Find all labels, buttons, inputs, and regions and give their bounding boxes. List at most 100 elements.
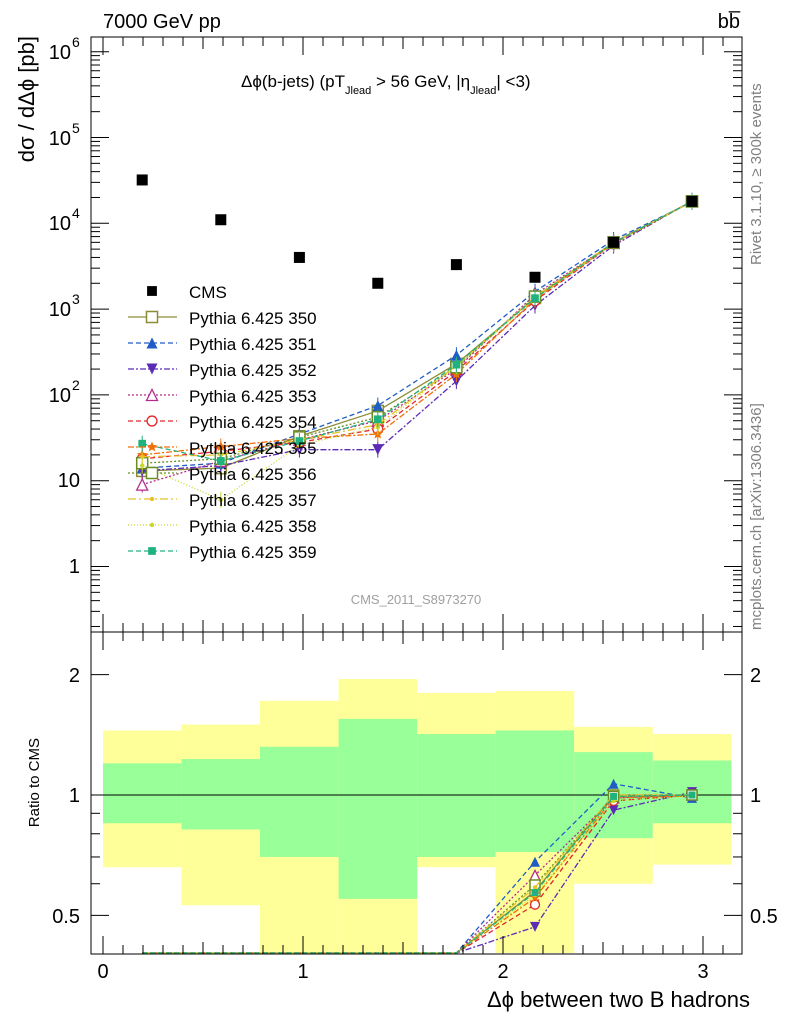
ratio-point bbox=[688, 791, 696, 799]
x-axis-label: Δϕ between two B hadrons bbox=[487, 987, 750, 1012]
legend-label: Pythia 6.425 352 bbox=[189, 361, 317, 380]
ratio-uncertainty-bands bbox=[103, 678, 732, 953]
ratio-point bbox=[530, 921, 540, 932]
cms-point bbox=[372, 277, 384, 289]
series-line bbox=[142, 200, 693, 464]
band-inner-bin bbox=[495, 730, 575, 853]
legend-label: Pythia 6.425 353 bbox=[189, 387, 317, 406]
x-axis-ticks bbox=[102, 37, 724, 954]
series-point bbox=[450, 349, 462, 361]
title-subscript-2: Jlead bbox=[470, 85, 496, 97]
legend-label: Pythia 6.425 359 bbox=[189, 543, 317, 562]
cms-point bbox=[136, 174, 148, 186]
series-line bbox=[142, 200, 693, 462]
ratio-point bbox=[530, 856, 540, 867]
cms-point bbox=[215, 214, 227, 226]
ratio-ytick-left-2: 2 bbox=[69, 665, 80, 687]
series-line bbox=[142, 200, 693, 458]
title-part-3: | <3) bbox=[496, 72, 530, 91]
main-y-axis-label: dσ / dΔϕ [pb] bbox=[14, 36, 39, 162]
series-point bbox=[452, 360, 461, 369]
mcplots-label: mcplots.cern.ch [arXiv:1306.3436] bbox=[748, 403, 765, 630]
legend-marker bbox=[146, 415, 158, 427]
legend-label: Pythia 6.425 357 bbox=[189, 491, 317, 510]
legend-label: Pythia 6.425 356 bbox=[189, 465, 317, 484]
legend-marker bbox=[146, 337, 158, 349]
plot-title: Δϕ(b-jets) (pTJlead > 56 GeV, |ηJlead| <… bbox=[241, 72, 531, 97]
ytick-exp-1e4: 4 bbox=[72, 205, 80, 221]
legend-marker bbox=[149, 522, 155, 528]
rivet-version-label: Rivet 3.1.10, ≥ 300k events bbox=[748, 83, 765, 265]
legend-marker bbox=[145, 466, 159, 480]
analysis-watermark: CMS_2011_S8973270 bbox=[351, 592, 482, 607]
series-point bbox=[372, 400, 384, 412]
series-point bbox=[140, 463, 145, 468]
ytick-label-1e3: 10 bbox=[49, 299, 71, 321]
header-process-label: bb̅ bbox=[718, 10, 741, 33]
legend-label-cms: CMS bbox=[189, 283, 227, 302]
xtick-label-3: 3 bbox=[697, 961, 708, 983]
ratio-point bbox=[608, 805, 619, 816]
series-point bbox=[373, 415, 382, 424]
band-inner-bin bbox=[181, 759, 260, 830]
legend-label: Pythia 6.425 358 bbox=[189, 517, 317, 536]
title-part-1: Δϕ(b-jets) (pT bbox=[241, 72, 345, 91]
series-point bbox=[135, 477, 149, 491]
legend-marker-cms bbox=[147, 286, 157, 296]
cms-data-points bbox=[136, 174, 698, 289]
main-y-axis-ticks bbox=[91, 51, 742, 627]
legend-marker bbox=[146, 363, 158, 375]
title-subscript-1: Jlead bbox=[345, 85, 371, 97]
legend-marker bbox=[146, 441, 158, 452]
legend-marker bbox=[148, 547, 156, 555]
main-series-layer bbox=[135, 192, 699, 508]
ytick-exp-1e2: 2 bbox=[72, 377, 80, 393]
ytick-exp-1e3: 3 bbox=[72, 291, 80, 307]
series-point bbox=[372, 444, 384, 456]
ytick-label-1: 1 bbox=[69, 556, 80, 578]
series-point bbox=[531, 294, 539, 303]
ratio-ytick-left-0.5: 0.5 bbox=[52, 906, 80, 928]
legend-label: Pythia 6.425 350 bbox=[189, 309, 317, 328]
ratio-plot-frame bbox=[90, 631, 743, 955]
cms-point bbox=[608, 236, 620, 248]
ratio-line bbox=[142, 795, 693, 954]
band-inner-bin bbox=[260, 746, 339, 857]
ratio-point bbox=[531, 889, 539, 897]
xtick-label-0: 0 bbox=[97, 961, 108, 983]
cms-point bbox=[686, 195, 698, 207]
ratio-ytick-right-0.5: 0.5 bbox=[750, 906, 778, 928]
ytick-label-1e6: 10 bbox=[49, 42, 71, 64]
series-point bbox=[138, 439, 147, 448]
title-part-2: > 56 GeV, |η bbox=[371, 72, 470, 91]
ratio-point bbox=[529, 899, 541, 910]
legend-marker bbox=[149, 496, 155, 502]
series-point bbox=[215, 441, 226, 451]
legend: CMS Pythia 6.425 350 Pythia 6.425 351 Pythi… bbox=[128, 283, 317, 562]
main-y-tick-labels: 1 10 10 2 10 3 10 4 10 5 10 6 bbox=[49, 34, 80, 578]
band-inner-bin bbox=[417, 734, 496, 857]
series-point bbox=[140, 454, 145, 459]
ratio-series-layer bbox=[142, 778, 699, 954]
xtick-label-1: 1 bbox=[297, 961, 308, 983]
series-line bbox=[142, 200, 693, 472]
ratio-point bbox=[532, 885, 538, 890]
legend-label: Pythia 6.425 355 bbox=[189, 439, 317, 458]
series-point bbox=[216, 457, 225, 465]
ytick-label-10: 10 bbox=[58, 470, 80, 492]
ratio-point bbox=[610, 792, 618, 800]
series-point bbox=[218, 497, 223, 502]
band-inner-bin bbox=[103, 763, 182, 824]
ytick-label-1e5: 10 bbox=[49, 128, 71, 150]
cms-point bbox=[529, 271, 541, 283]
cms-point bbox=[450, 259, 462, 271]
ratio-line bbox=[142, 794, 693, 954]
ratio-ytick-right-2: 2 bbox=[750, 665, 761, 687]
legend-marker bbox=[145, 310, 159, 324]
ratio-y-tick-labels: 0.5 1 2 0.5 1 2 bbox=[52, 665, 778, 928]
xtick-label-2: 2 bbox=[497, 961, 508, 983]
ratio-point bbox=[608, 778, 619, 789]
legend-label: Pythia 6.425 351 bbox=[189, 335, 317, 354]
series-line bbox=[142, 201, 693, 469]
